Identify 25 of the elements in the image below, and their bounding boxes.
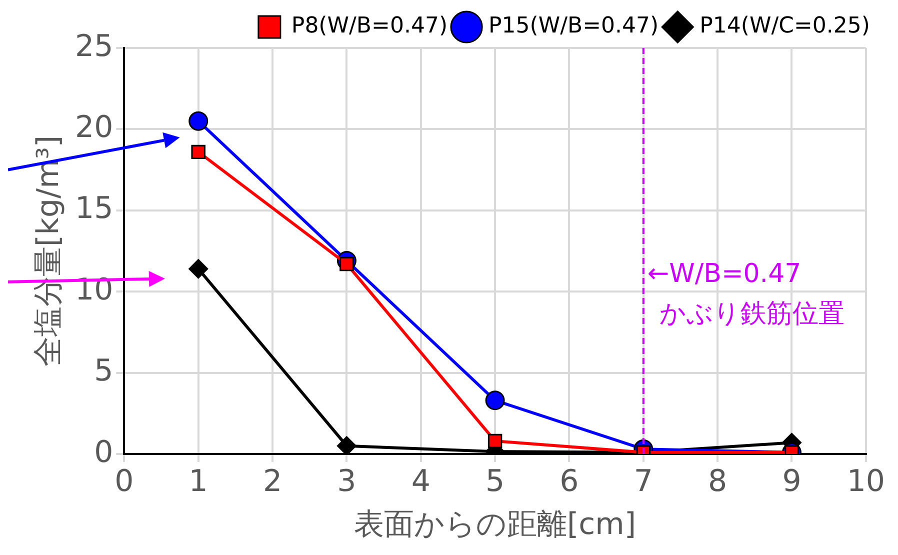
x-tick-label: 5 [485,464,505,499]
y-tick-label: 15 [74,191,114,226]
y-tick-label: 25 [74,28,114,64]
x-tick-label: 10 [846,464,886,499]
y-tick-label: 20 [74,110,114,145]
x-tick-label: 7 [634,464,653,499]
annotation: ←W/B=0.47 かぶり鉄筋位置 [647,259,844,330]
x-tick-label: 3 [337,464,356,499]
x-tick-label: 6 [560,464,579,499]
y-axis-title: 全塩分量[kg/m³] [30,135,66,367]
x-axis-title: 表面からの距離[cm] [354,506,636,542]
point [191,144,206,160]
x-tick-label: 1 [188,464,208,499]
x-tick-label: 4 [411,464,430,499]
x-tick-label: 2 [262,464,282,499]
point [188,111,208,131]
legend-label: P14(W/C=0.25) [700,14,870,39]
legend-label: P15(W/B=0.47) [488,14,659,39]
x-tick-label: 9 [782,464,802,499]
point [336,436,356,454]
legend-label: P8(W/B=0.47) [291,14,448,39]
y-tick-label: 5 [94,354,114,389]
y-tick-label: 0 [94,434,114,470]
x-tick-label: 8 [708,464,728,499]
point [188,259,208,279]
